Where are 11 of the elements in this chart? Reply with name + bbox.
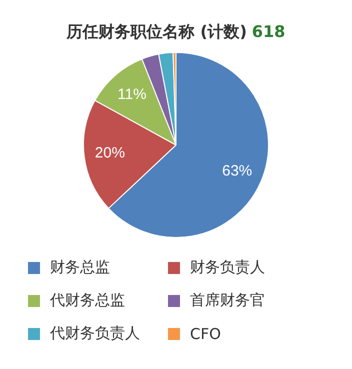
legend-label: 代财务负责人	[50, 324, 140, 343]
chart-title: 历任财务职位名称 (计数)	[66, 22, 247, 41]
legend-label: 首席财务官	[190, 291, 265, 310]
legend-label: 财务负责人	[190, 258, 265, 277]
text: 618	[252, 22, 286, 41]
data-label: 63%	[222, 162, 252, 180]
legend-label: 代财务总监	[50, 291, 125, 310]
data-label: 20%	[94, 144, 125, 162]
data-label: 11%	[117, 86, 146, 104]
legend-label: CFO	[190, 324, 221, 342]
legend-label: 财务总监	[50, 258, 110, 277]
